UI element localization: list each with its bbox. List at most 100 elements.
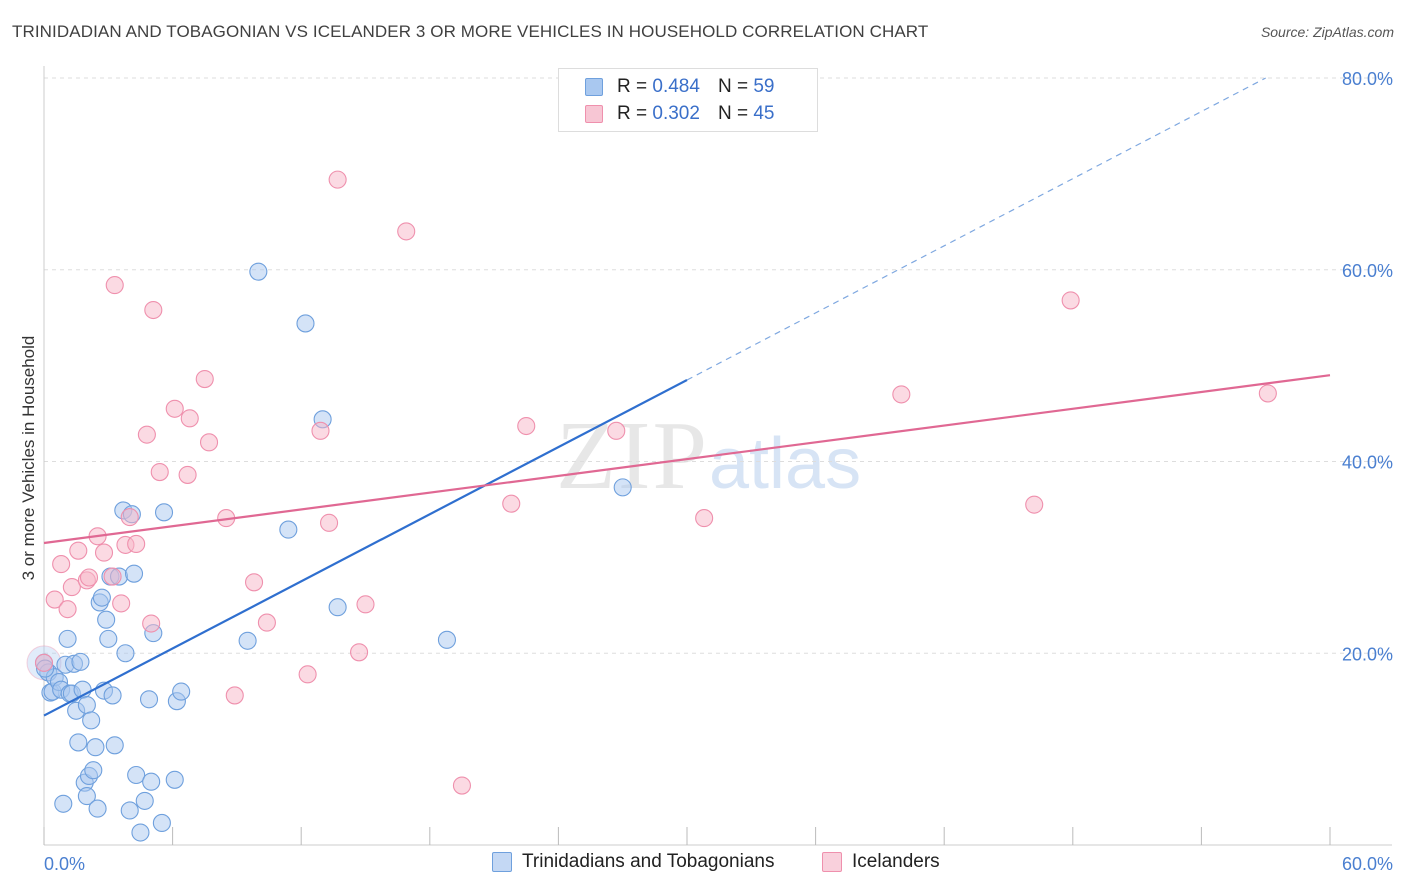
trinidadian-point — [120, 801, 139, 820]
icelander-point — [62, 578, 81, 597]
bottom-legend-label-icelander: Icelanders — [852, 851, 940, 872]
trinidadian-point — [116, 644, 135, 663]
icelander-point — [311, 421, 330, 440]
icelander-trend-line — [43, 374, 1331, 545]
trinidadian-point — [92, 588, 111, 607]
legend-n-value: 45 — [753, 103, 775, 124]
icelander-point — [137, 425, 156, 444]
trinidadian-point — [154, 503, 174, 522]
trinidadian-point — [238, 631, 257, 650]
trinidadian-point — [105, 736, 124, 755]
icelander-point — [356, 595, 375, 614]
watermark-atlas: atlas — [709, 424, 862, 504]
icelander-point — [52, 555, 71, 574]
icelander-point — [607, 421, 626, 440]
y-tick-label: 60.0% — [1342, 261, 1393, 281]
icelander-point — [105, 276, 124, 295]
icelander-point — [142, 614, 161, 633]
trinidadian-point — [69, 733, 88, 752]
trinidadian-point — [103, 686, 122, 705]
icelander-point — [328, 170, 347, 189]
trinidadian-point — [172, 682, 191, 701]
trinidadian-point — [58, 629, 77, 648]
icelander-point — [257, 613, 276, 632]
trinidadian-point — [131, 823, 150, 842]
trinidadian-point — [88, 799, 107, 818]
icelander-point — [199, 433, 219, 452]
icelander-point — [195, 369, 214, 389]
legend-n-label: N = — [717, 103, 749, 124]
trinidadian-point — [127, 765, 146, 785]
x-tick-label: 0.0% — [44, 854, 85, 874]
trinidadian-point — [82, 711, 101, 730]
icelander-point — [452, 776, 472, 795]
bottom-legend-swatch-blue — [492, 852, 512, 872]
legend-n-value: 59 — [753, 76, 775, 97]
x-tick-label: 60.0% — [1342, 854, 1393, 874]
icelander-point — [79, 568, 99, 587]
trinidadian-trend-extension — [686, 77, 1266, 381]
icelander-point — [1025, 495, 1044, 514]
y-axis-label: 3 or more Vehicles in Household — [19, 336, 38, 581]
bottom-legend-swatch-pink — [822, 852, 842, 872]
trinidadian-point — [135, 791, 154, 810]
icelander-point — [1061, 291, 1080, 310]
legend-n-label: N = — [717, 76, 749, 97]
icelander-point — [127, 534, 146, 554]
icelander-point — [298, 665, 317, 684]
icelander-point — [144, 300, 163, 320]
bottom-legend-label-trinidadian: Trinidadians and Tobagonians — [522, 851, 775, 872]
y-tick-label: 40.0% — [1342, 453, 1393, 473]
legend-r-label: R = — [617, 76, 648, 97]
y-tick-label: 80.0% — [1342, 69, 1393, 89]
trinidadian-point — [613, 478, 632, 497]
icelander-point — [165, 399, 184, 418]
legend-swatch-blue — [585, 78, 603, 96]
y-tick-label: 20.0% — [1342, 644, 1393, 664]
watermark-zip: ZIP — [556, 402, 709, 510]
icelander-point — [150, 462, 169, 482]
icelander-point — [892, 385, 911, 404]
legend-row-icelander: R = 0.302 N = 45 — [585, 102, 774, 126]
icelander-point — [225, 686, 244, 705]
icelander-point — [94, 543, 114, 562]
trinidadian-point — [84, 761, 103, 780]
icelander-point — [1258, 384, 1277, 403]
chart-title: TRINIDADIAN AND TOBAGONIAN VS ICELANDER … — [12, 22, 929, 41]
icelander-point — [180, 409, 199, 428]
legend-r-value: 0.484 — [652, 76, 700, 97]
trinidadian-point — [328, 598, 347, 617]
icelander-point — [178, 465, 197, 484]
trinidadian-point — [124, 564, 144, 583]
bottom-legend-trinidadian: Trinidadians and Tobagonians — [492, 851, 774, 873]
legend-r-value: 0.302 — [652, 103, 700, 124]
icelander-point — [103, 567, 122, 586]
trinidadian-point — [249, 262, 268, 281]
chart-source: Source: ZipAtlas.com — [1260, 24, 1394, 40]
icelander-point — [45, 590, 64, 609]
trinidadian-point — [97, 610, 116, 629]
icelander-point — [502, 494, 521, 513]
legend-swatch-pink — [585, 105, 603, 123]
trinidadian-point — [142, 772, 161, 791]
icelander-point — [34, 653, 54, 672]
icelander-point — [120, 508, 139, 527]
trinidadian-point — [77, 695, 96, 715]
icelander-point — [397, 222, 416, 241]
trinidadian-point — [296, 314, 315, 333]
trinidadian-point — [71, 652, 90, 671]
icelander-point — [244, 573, 264, 592]
icelander-point — [350, 643, 369, 662]
trinidadian-point — [165, 770, 184, 789]
trinidadian-trend-line — [43, 379, 688, 717]
bottom-legend-icelander: Icelanders — [822, 851, 940, 873]
trinidadian-point — [437, 630, 456, 649]
zipatlas-watermark: ZIPatlas — [556, 400, 861, 512]
icelander-point — [112, 594, 131, 613]
trinidadian-point — [279, 520, 298, 539]
trinidadian-point — [139, 690, 159, 709]
trinidadian-point — [99, 629, 118, 648]
icelander-point — [695, 509, 714, 528]
icelander-point — [517, 416, 536, 436]
icelander-point — [58, 600, 77, 619]
